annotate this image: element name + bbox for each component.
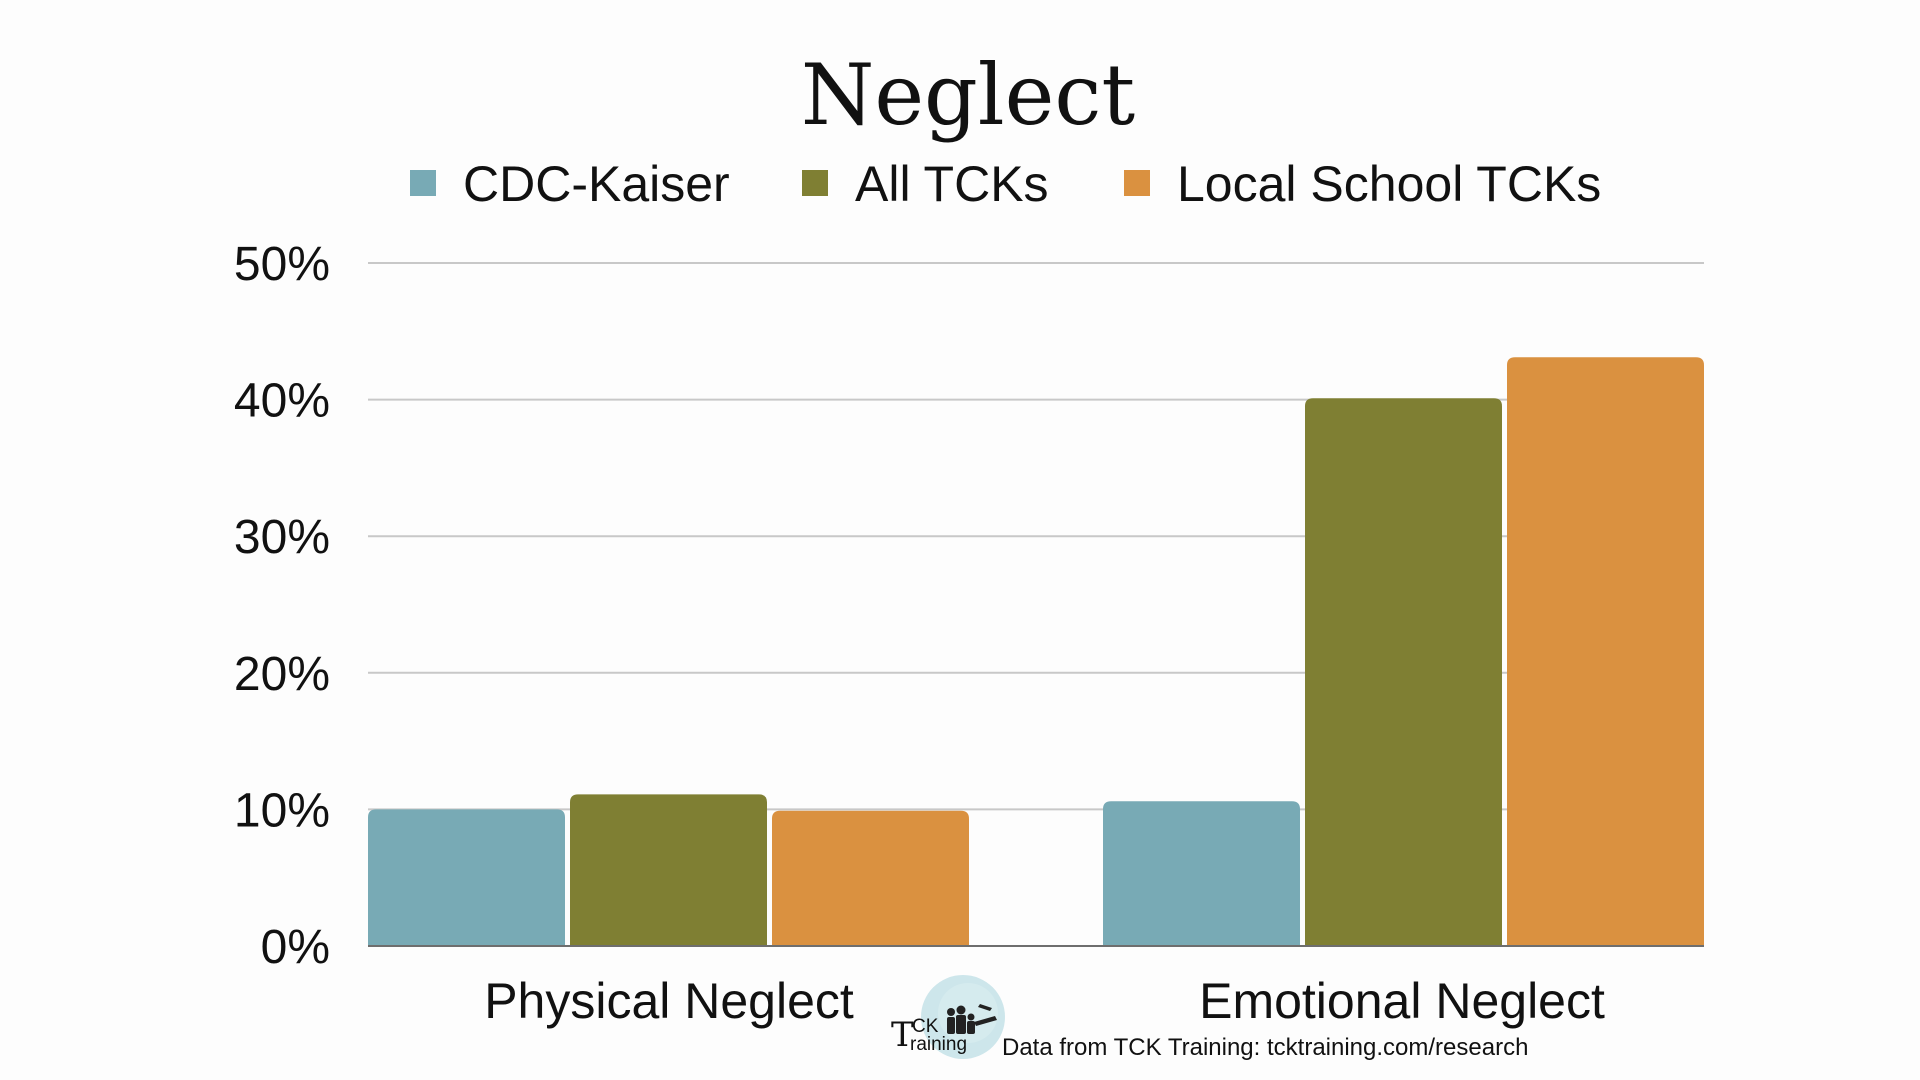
- y-tick-label: 20%: [234, 648, 330, 701]
- bar-local-school-tcks-emotional-neglect: [1507, 357, 1704, 946]
- legend-swatch: [410, 170, 436, 196]
- x-category-label: Physical Neglect: [484, 973, 854, 1029]
- legend-label: CDC-Kaiser: [463, 156, 730, 212]
- legend-swatch: [802, 170, 828, 196]
- y-axis-ticks: 0% 10% 20% 30% 40% 50%: [234, 238, 330, 974]
- logo-ck: CK: [912, 1016, 939, 1037]
- y-tick-label: 10%: [234, 784, 330, 837]
- bar-local-school-tcks-physical-neglect: [772, 810, 969, 946]
- source-note: Data from TCK Training: tcktraining.com/…: [1002, 1034, 1528, 1061]
- legend-label: All TCKs: [855, 156, 1049, 212]
- chart-legend: CDC-Kaiser All TCKs Local School TCKs: [410, 156, 1601, 212]
- gridlines: [368, 262, 1704, 811]
- y-tick-label: 40%: [234, 375, 330, 428]
- y-tick-label: 0%: [261, 921, 330, 974]
- logo-raining: raining: [910, 1034, 967, 1055]
- tck-training-logo: T CK raining: [891, 975, 1005, 1059]
- legend-swatch: [1124, 170, 1150, 196]
- bar-cdc-kaiser-physical-neglect: [368, 809, 565, 946]
- x-category-label: Emotional Neglect: [1199, 973, 1605, 1029]
- logo-letter-t: T: [891, 1015, 914, 1055]
- bar-cdc-kaiser-emotional-neglect: [1103, 801, 1300, 946]
- family-silhouette-icon: [947, 1004, 997, 1034]
- bars: [368, 357, 1704, 946]
- bar-all-tcks-physical-neglect: [570, 794, 767, 946]
- y-tick-label: 30%: [234, 511, 330, 564]
- x-axis-categories: Physical Neglect Emotional Neglect: [484, 973, 1605, 1029]
- legend-label: Local School TCKs: [1177, 156, 1601, 212]
- chart-title: Neglect: [801, 46, 1136, 144]
- bar-all-tcks-emotional-neglect: [1305, 398, 1502, 946]
- y-tick-label: 50%: [234, 238, 330, 291]
